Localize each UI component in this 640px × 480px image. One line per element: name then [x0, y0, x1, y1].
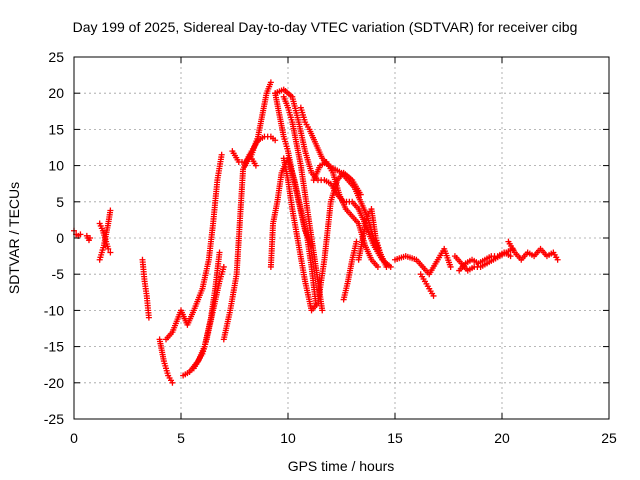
data-point [383, 263, 390, 270]
data-point [374, 263, 381, 270]
data-point [87, 235, 94, 241]
data-point [447, 263, 454, 270]
data-point [377, 249, 384, 256]
x-tick-label: 25 [601, 430, 617, 446]
y-tick-label: 25 [48, 49, 64, 65]
data-point [218, 151, 225, 158]
y-tick-label: 10 [48, 158, 64, 174]
y-tick-label: 0 [56, 230, 64, 246]
data-point [107, 207, 114, 214]
x-axis-label: GPS time / hours [288, 458, 395, 474]
data-point [319, 307, 326, 314]
data-point [272, 137, 279, 144]
y-tick-label: 15 [48, 121, 64, 137]
x-tick-label: 10 [280, 430, 296, 446]
x-tick-label: 20 [494, 430, 510, 446]
y-tick-label: -15 [44, 339, 64, 355]
data-point [77, 231, 84, 238]
data-point [216, 249, 223, 256]
y-tick-label: 5 [56, 194, 64, 210]
data-marks [71, 79, 561, 386]
y-tick-label: -10 [44, 302, 64, 318]
data-point [169, 379, 176, 386]
x-tick-label: 15 [387, 430, 403, 446]
axis-ticks: 0 5 10 15 20 25 25 20 15 10 5 0 -5 -10 -15 -20 -25 [44, 49, 617, 446]
data-point [353, 238, 360, 245]
data-point [145, 314, 152, 321]
grid [74, 57, 609, 419]
y-tick-label: -5 [52, 266, 65, 282]
data-point [267, 79, 274, 86]
x-tick-label: 5 [177, 430, 185, 446]
data-point [252, 162, 259, 169]
chart-title: Day 199 of 2025, Sidereal Day-to-day VTE… [73, 19, 578, 35]
x-tick-label: 0 [70, 430, 78, 446]
y-tick-label: -25 [44, 411, 64, 427]
y-tick-label: 20 [48, 85, 64, 101]
y-tick-label: -20 [44, 375, 64, 391]
data-point [430, 292, 437, 299]
data-point [107, 249, 114, 256]
data-point [105, 245, 112, 252]
data-point [507, 253, 514, 260]
data-point [220, 263, 227, 270]
data-point [554, 256, 561, 263]
y-axis-label: SDTVAR / TECUs [6, 182, 22, 294]
data-point [357, 191, 364, 198]
